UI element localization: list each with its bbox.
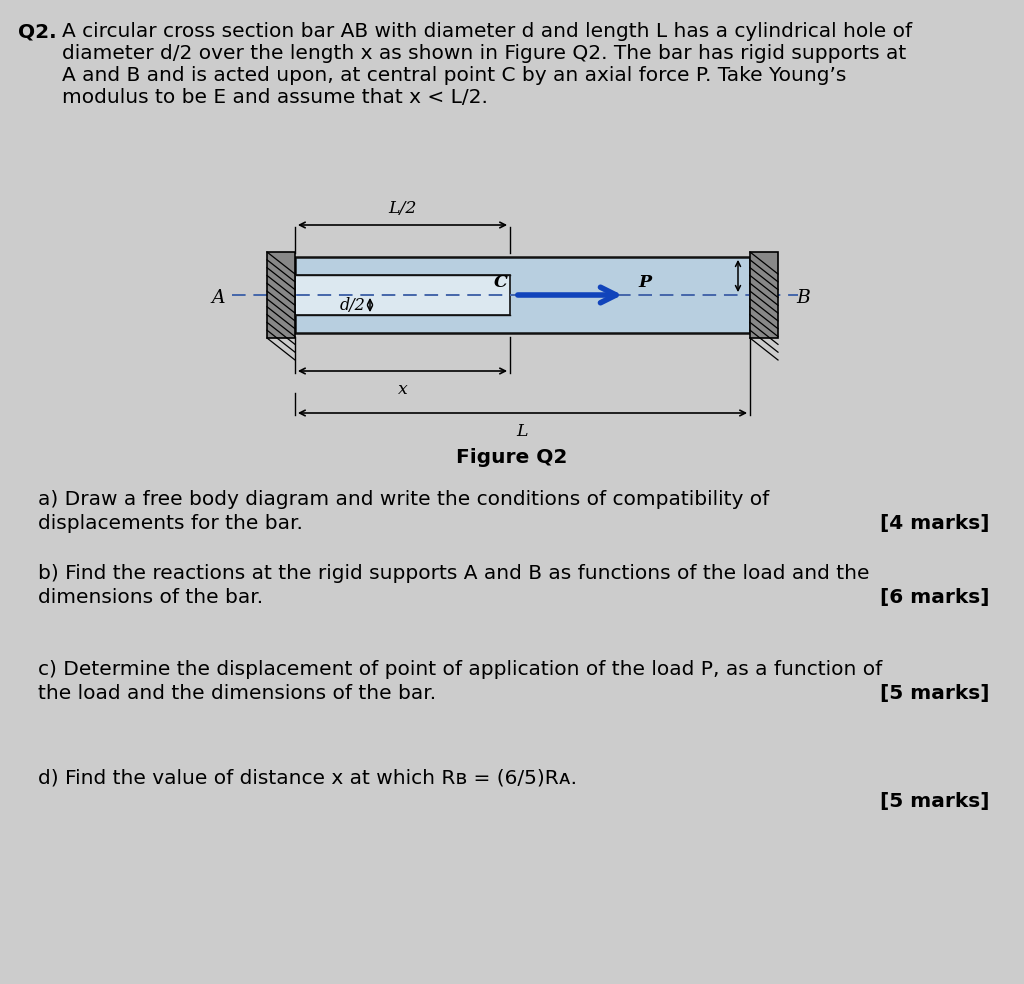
Text: Q2.: Q2. [18, 22, 56, 41]
Text: A and B and is acted upon, at central point C by an axial force P. Take Young’s: A and B and is acted upon, at central po… [62, 66, 847, 85]
Bar [267, 252, 295, 338]
Text: P: P [638, 274, 651, 291]
Text: the load and the dimensions of the bar.: the load and the dimensions of the bar. [38, 684, 436, 703]
Bar [295, 257, 750, 333]
Text: d/2: d/2 [339, 296, 365, 314]
Text: [5 marks]: [5 marks] [881, 684, 990, 703]
Text: [5 marks]: [5 marks] [881, 792, 990, 811]
Text: d) Find the value of distance x at which Rʙ = (6/5)Rᴀ.: d) Find the value of distance x at which… [38, 768, 577, 787]
Text: Figure Q2: Figure Q2 [457, 448, 567, 467]
Text: diameter d/2 over the length x as shown in Figure Q2. The bar has rigid supports: diameter d/2 over the length x as shown … [62, 44, 906, 63]
Text: A circular cross section bar AB with diameter d and length L has a cylindrical h: A circular cross section bar AB with dia… [62, 22, 912, 41]
Text: [4 marks]: [4 marks] [881, 514, 990, 533]
Bar [750, 252, 778, 338]
Text: b) Find the reactions at the rigid supports A and B as functions of the load and: b) Find the reactions at the rigid suppo… [38, 564, 869, 583]
Text: a) Draw a free body diagram and write the conditions of compatibility of: a) Draw a free body diagram and write th… [38, 490, 769, 509]
Text: L/2: L/2 [388, 200, 417, 217]
Text: B: B [796, 289, 810, 307]
Text: L: L [517, 423, 528, 440]
Text: modulus to be E and assume that x < L/2.: modulus to be E and assume that x < L/2. [62, 88, 487, 107]
Text: C: C [495, 274, 508, 291]
Text: [6 marks]: [6 marks] [881, 588, 990, 607]
Text: A: A [212, 289, 225, 307]
Text: displacements for the bar.: displacements for the bar. [38, 514, 303, 533]
Bar [295, 275, 510, 315]
Text: x: x [397, 381, 408, 398]
Text: d: d [752, 268, 762, 284]
Text: c) Determine the displacement of point of application of the load P, as a functi: c) Determine the displacement of point o… [38, 660, 883, 679]
Text: dimensions of the bar.: dimensions of the bar. [38, 588, 263, 607]
